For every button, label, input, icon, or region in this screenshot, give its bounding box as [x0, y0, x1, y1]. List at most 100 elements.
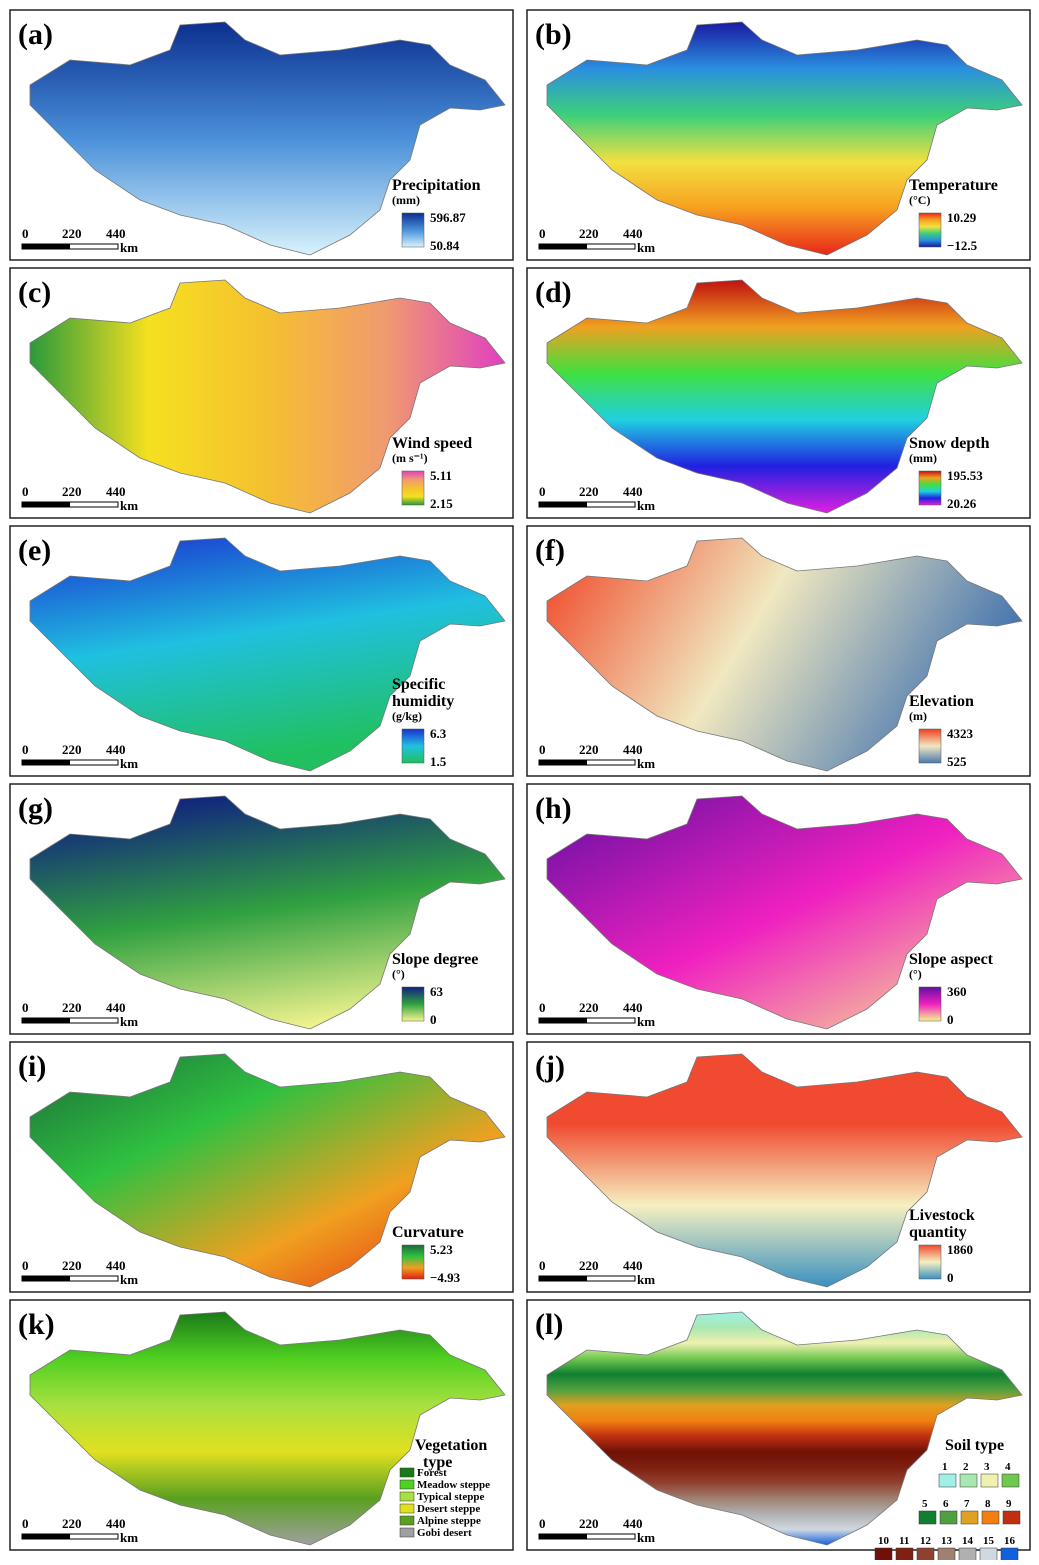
legend-item: Forest	[417, 1467, 447, 1479]
scale-unit: km	[120, 1530, 138, 1545]
legend-ramp	[918, 1244, 942, 1280]
legend-min: 0	[947, 1270, 954, 1285]
legend-title: Soil type	[945, 1437, 1004, 1454]
scale-bar-fill	[539, 502, 587, 507]
legend-unit: (g/kg)	[392, 709, 422, 723]
legend-ramp	[401, 1244, 425, 1280]
legend-title: Snow depth	[909, 435, 990, 452]
panel-label: (d)	[535, 276, 572, 309]
scale-label: 220	[579, 484, 599, 499]
scale-label: 440	[623, 226, 643, 241]
legend-swatch	[980, 1473, 999, 1488]
legend-min: 50.84	[430, 238, 460, 253]
legend-title: Elevation	[909, 693, 974, 710]
legend-title: Specific	[392, 676, 445, 693]
scale-bar-fill	[22, 244, 70, 249]
scale-label: 0	[22, 1516, 29, 1531]
legend-unit: (°C)	[909, 193, 930, 207]
legend-swatch	[1002, 1510, 1021, 1525]
legend-swatch	[1001, 1473, 1020, 1488]
legend-min: 2.15	[430, 496, 453, 511]
legend-ramp	[918, 986, 942, 1022]
scale-label: 0	[539, 1000, 546, 1015]
legend-item: Gobi desert	[417, 1527, 472, 1539]
scale-label: 440	[106, 1000, 126, 1015]
scale-label: 0	[539, 1258, 546, 1273]
panel-label: (h)	[535, 792, 572, 825]
legend-title: Temperature	[909, 177, 998, 194]
legend-swatch	[874, 1547, 893, 1562]
legend-item: 11	[899, 1535, 909, 1547]
legend-swatch	[399, 1467, 415, 1478]
scale-label: 220	[62, 1258, 82, 1273]
legend-item: 12	[920, 1535, 932, 1547]
legend-swatch	[958, 1547, 977, 1562]
scale-label: 440	[106, 484, 126, 499]
legend-min: 20.26	[947, 496, 977, 511]
scale-label: 220	[579, 1000, 599, 1015]
legend-item: 1	[942, 1461, 948, 1473]
legend-swatch	[939, 1510, 958, 1525]
panel-label: (j)	[535, 1050, 565, 1083]
scale-label: 220	[62, 742, 82, 757]
scale-label: 220	[579, 742, 599, 757]
legend-item: 3	[984, 1461, 990, 1473]
legend-max: 63	[430, 984, 444, 999]
scale-label: 220	[62, 226, 82, 241]
legend-swatch	[399, 1527, 415, 1538]
panel-label: (i)	[18, 1050, 46, 1083]
map-region	[29, 21, 506, 256]
scale-label: 0	[539, 742, 546, 757]
scale-label: 0	[22, 1000, 29, 1015]
scale-label: 440	[623, 1258, 643, 1273]
scale-label: 220	[62, 484, 82, 499]
legend-title: type	[423, 1454, 452, 1471]
legend-item: Typical steppe	[417, 1491, 484, 1503]
legend-min: 0	[430, 1012, 437, 1027]
legend-swatch	[916, 1547, 935, 1562]
scale-label: 0	[22, 1258, 29, 1273]
scale-label: 0	[22, 742, 29, 757]
legend-max: 10.29	[947, 210, 977, 225]
legend-swatch	[937, 1547, 956, 1562]
legend-item: 13	[941, 1535, 953, 1547]
scale-unit: km	[120, 240, 138, 255]
map-region	[546, 279, 1023, 514]
scale-unit: km	[637, 1530, 655, 1545]
legend-max: 5.23	[430, 1242, 453, 1257]
scale-label: 440	[106, 1258, 126, 1273]
map-region	[546, 1053, 1023, 1288]
legend-item: 2	[963, 1461, 969, 1473]
map-region	[546, 21, 1023, 256]
map-region	[29, 795, 506, 1030]
map-region	[29, 537, 506, 772]
legend-title: Slope degree	[392, 951, 478, 968]
legend-item: 4	[1005, 1461, 1011, 1473]
legend-min: −4.93	[430, 1270, 461, 1285]
scale-bar-fill	[22, 760, 70, 765]
legend-swatch	[895, 1547, 914, 1562]
scale-bar-fill	[539, 1018, 587, 1023]
legend-title: Wind speed	[392, 435, 472, 452]
legend-item: 5	[922, 1498, 928, 1510]
legend-unit: (mm)	[392, 193, 420, 207]
legend-item: Desert steppe	[417, 1503, 480, 1515]
scale-unit: km	[637, 1014, 655, 1029]
scale-unit: km	[637, 756, 655, 771]
legend-max: 360	[947, 984, 967, 999]
legend-unit: (m)	[909, 709, 927, 723]
legend-item: 9	[1006, 1498, 1012, 1510]
scale-label: 440	[623, 1516, 643, 1531]
legend-item: 8	[985, 1498, 991, 1510]
legend-swatch	[399, 1515, 415, 1526]
legend-ramp	[401, 986, 425, 1022]
panel-label: (a)	[18, 18, 53, 51]
legend-title: humidity	[392, 693, 454, 710]
